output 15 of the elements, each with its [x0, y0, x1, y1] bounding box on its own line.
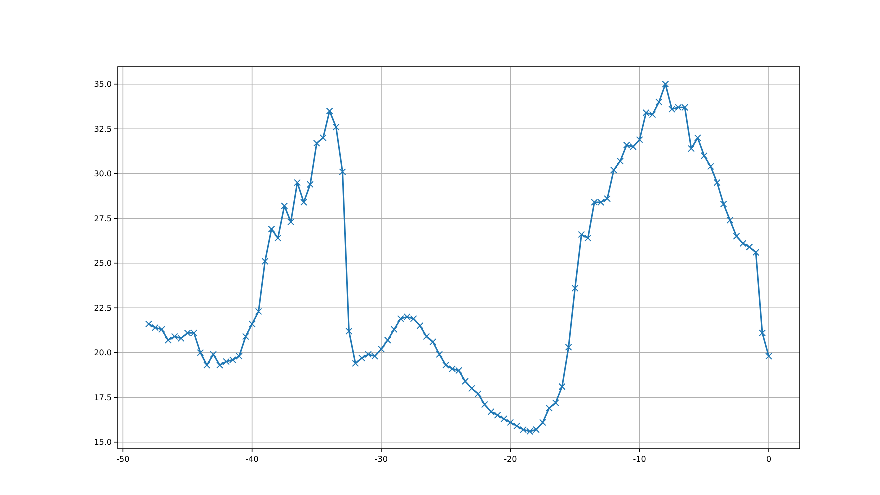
x-tick-label: -20 [504, 455, 518, 464]
x-tick-label: 0 [766, 455, 772, 464]
x-tick-label: -50 [116, 455, 130, 464]
y-tick-label: 35.0 [94, 80, 112, 90]
y-tick-label: 20.0 [94, 348, 112, 358]
y-tick-label: 22.5 [94, 304, 112, 313]
x-tick-label: -10 [633, 455, 646, 464]
y-tick-label: 27.5 [94, 214, 112, 224]
x-tick-label: -40 [246, 455, 259, 464]
y-tick-label: 15.0 [94, 438, 112, 448]
y-tick-label: 30.0 [94, 170, 112, 179]
x-tick-label: -30 [374, 455, 388, 464]
y-tick-label: 25.0 [94, 259, 112, 268]
y-tick-label: 17.5 [94, 393, 112, 402]
y-tick-label: 32.5 [94, 124, 112, 134]
